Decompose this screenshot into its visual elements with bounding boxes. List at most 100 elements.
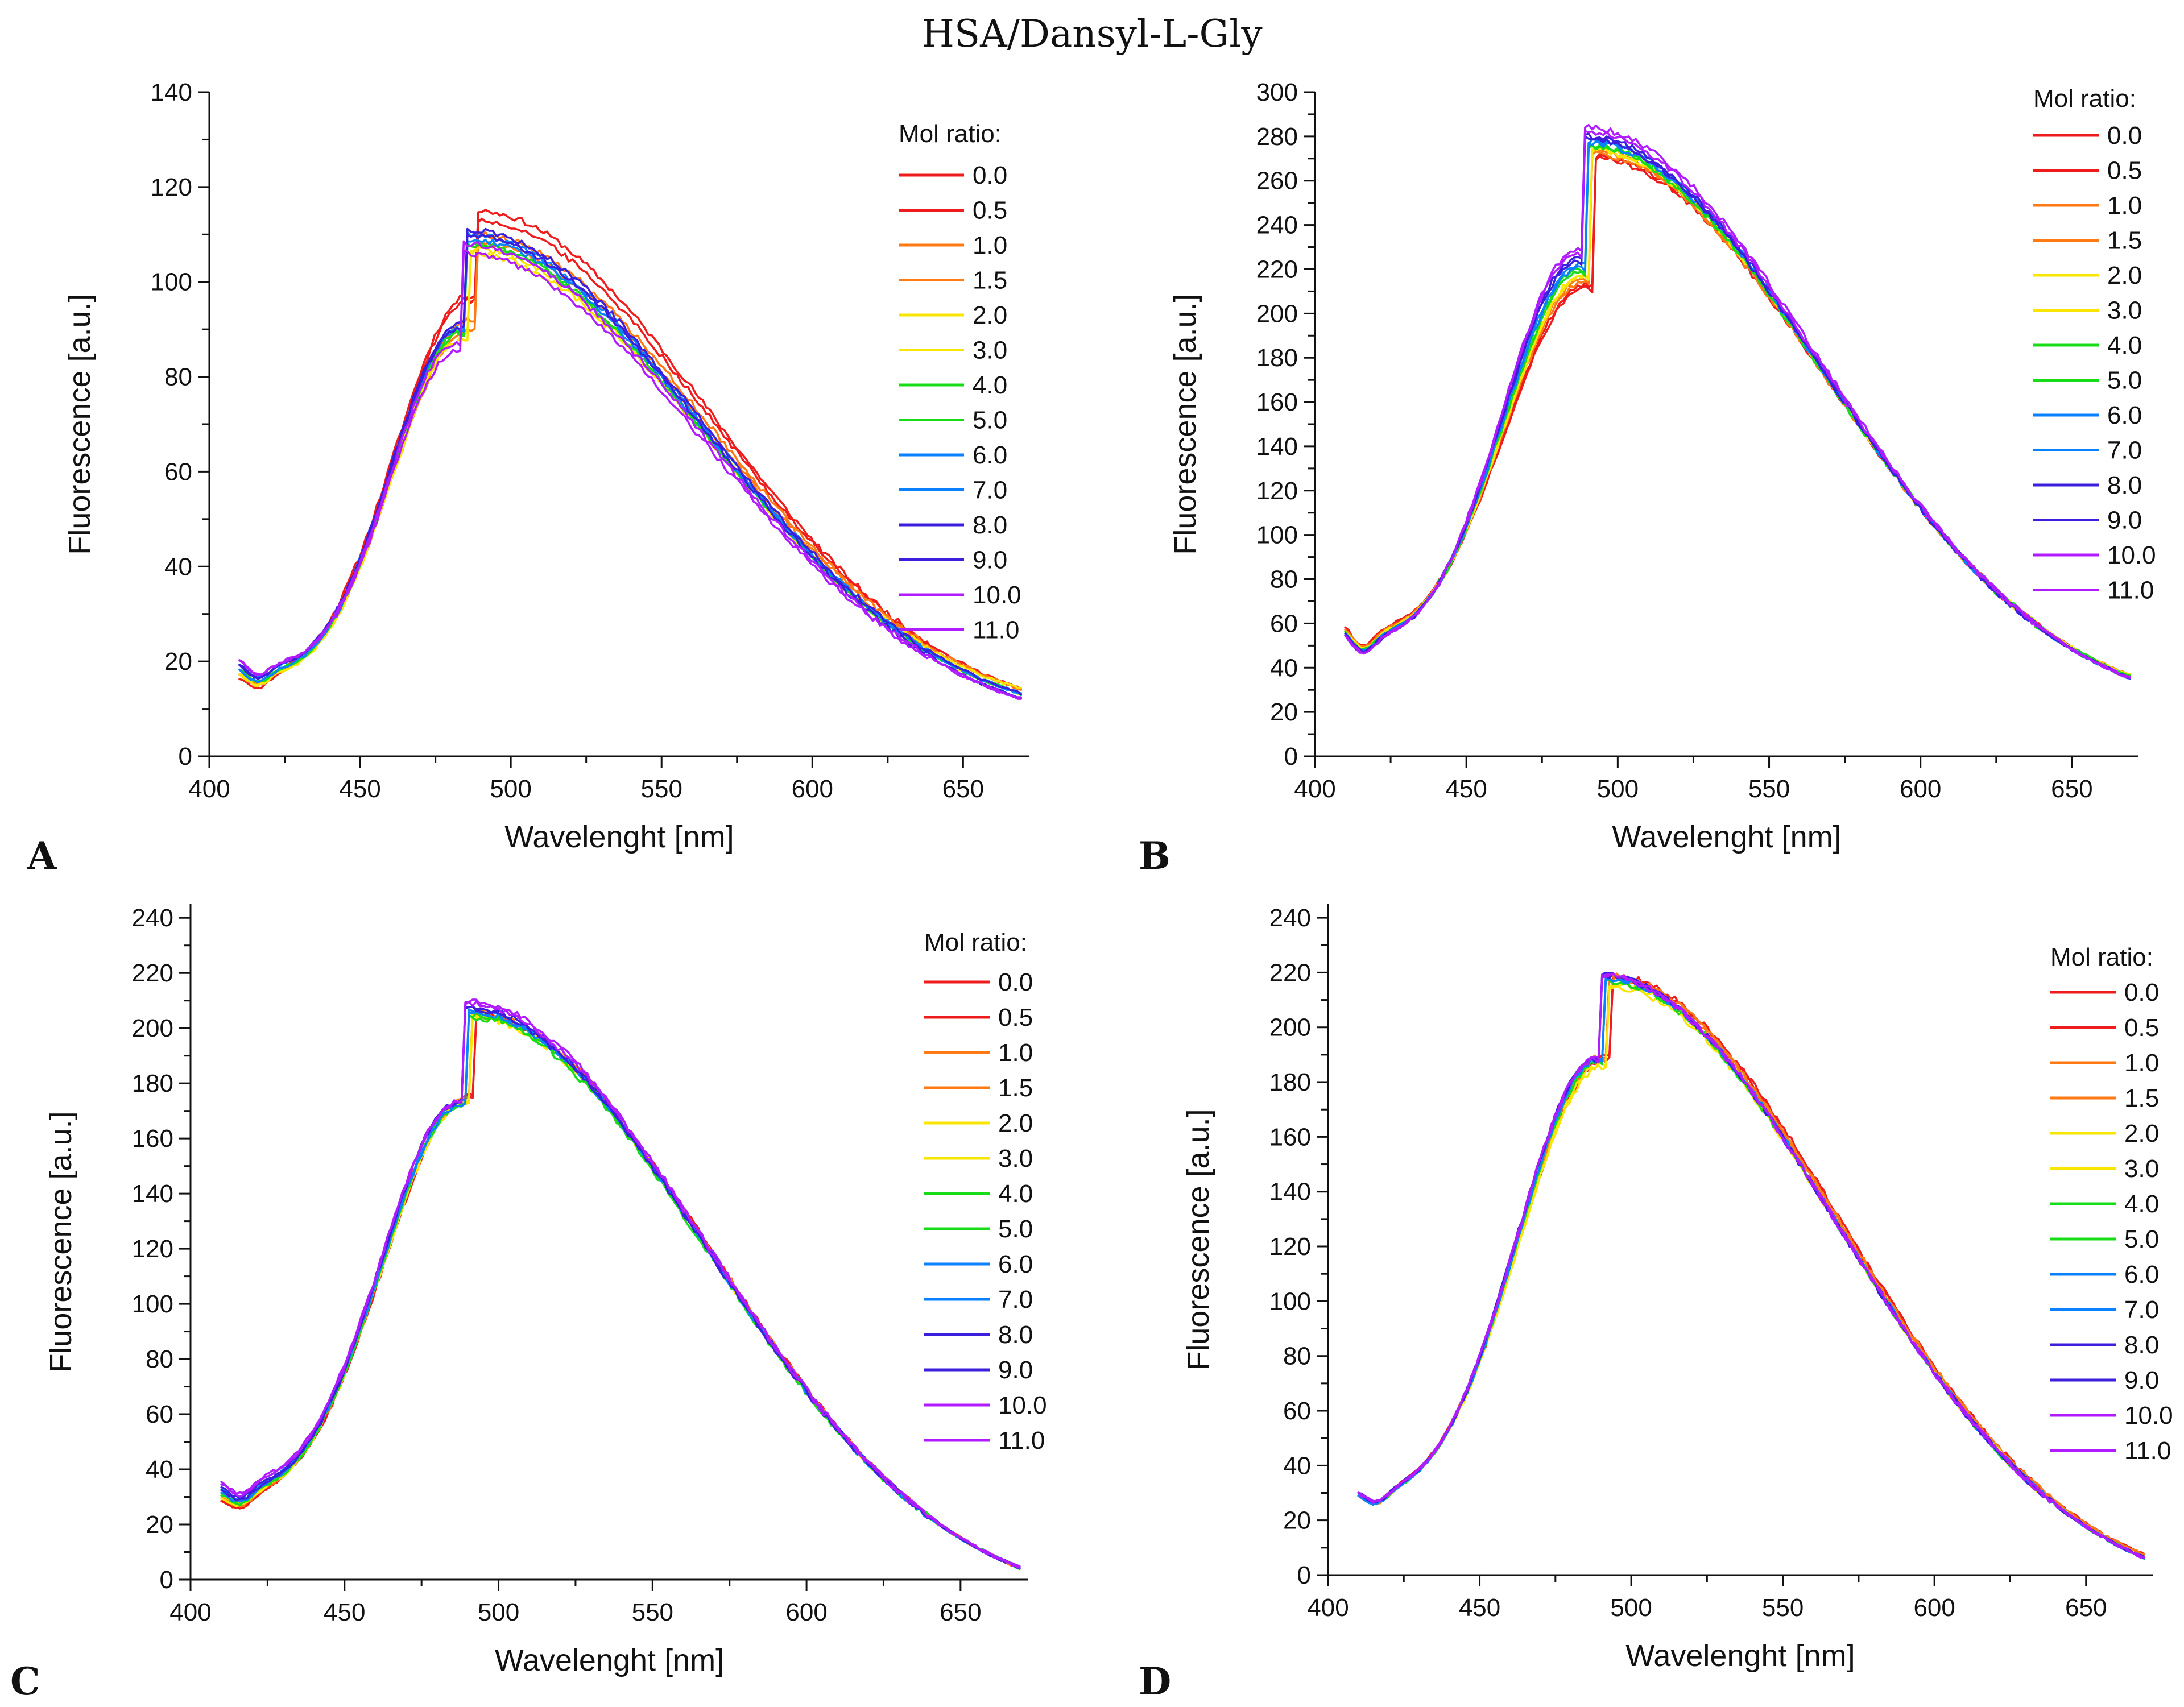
y-tick-label: 160 (1269, 1123, 1311, 1151)
y-tick-label: 40 (1283, 1452, 1311, 1480)
series-line-1.5 (1344, 149, 2131, 676)
y-tick-label: 220 (132, 959, 173, 987)
series-line-1.5 (1357, 975, 2145, 1556)
legend-label: 7.0 (2107, 437, 2142, 465)
series-line-6.0 (1344, 140, 2131, 678)
y-tick-label: 200 (1269, 1014, 1311, 1042)
x-tick-label: 450 (324, 1598, 365, 1626)
legend-label: 2.0 (2124, 1120, 2159, 1147)
legend-label: 11.0 (998, 1427, 1045, 1455)
legend-label: 8.0 (2107, 471, 2142, 499)
y-tick-label: 80 (1283, 1343, 1311, 1370)
x-tick-label: 400 (1307, 1594, 1349, 1622)
series-line-11.0 (1357, 972, 2145, 1559)
series-line-8.0 (1344, 135, 2131, 678)
y-tick-label: 80 (1270, 566, 1298, 594)
y-axis-title: Fluorescence [a.u.] (44, 1111, 78, 1372)
series-line-4.0 (220, 1014, 1021, 1571)
series-line-5.0 (220, 1012, 1021, 1569)
x-axis-title: Wavelenght [nm] (504, 820, 734, 854)
y-tick-label: 140 (1256, 433, 1298, 461)
legend-title: Mol ratio: (924, 929, 1027, 956)
legend-label: 10.0 (998, 1391, 1047, 1419)
legend-label: 10.0 (2107, 541, 2156, 569)
legend-label: 10.0 (2124, 1402, 2173, 1430)
legend-label: 1.5 (998, 1074, 1033, 1102)
legend-title: Mol ratio: (2033, 85, 2136, 113)
y-tick-label: 0 (179, 743, 192, 770)
legend-label: 1.0 (973, 231, 1007, 259)
series-line-0.0 (1357, 976, 2145, 1557)
y-tick-label: 0 (160, 1566, 173, 1594)
legend-label: 6.0 (2107, 401, 2142, 429)
series-line-3.0 (220, 1011, 1021, 1569)
series-line-1.5 (220, 1009, 1021, 1569)
legend-label: 1.0 (2124, 1049, 2159, 1077)
legend-label: 11.0 (973, 616, 1019, 644)
chart-panel-c: C 400 450 500 550 600 650 0 20 40 60 80 100 120 140 160… (10, 904, 1047, 1704)
legend-label: 4.0 (998, 1180, 1033, 1208)
series-line-3.0 (1344, 147, 2131, 676)
y-tick-label: 240 (132, 904, 173, 932)
series-line-7.0 (1344, 138, 2131, 680)
series-lines (1357, 971, 2145, 1560)
y-tick-label: 100 (1256, 521, 1298, 549)
series-lines (1344, 123, 2131, 680)
x-tick-label: 600 (1913, 1594, 1955, 1622)
legend: Mol ratio: 0.0 0.5 1.0 1.5 2.0 3.0 4.0 5.0 6.0 7.0… (924, 929, 1047, 1455)
legend-label: 0.5 (2124, 1014, 2159, 1042)
y-tick-label: 120 (132, 1235, 173, 1263)
series-line-2.0 (220, 1014, 1021, 1568)
legend-label: 0.0 (2124, 979, 2159, 1006)
x-tick-label: 400 (188, 775, 230, 803)
legend-label: 2.0 (998, 1109, 1033, 1137)
y-tick-label: 60 (1283, 1397, 1311, 1425)
chart-panel-b: B 400 450 500 550 600 650 0 20 40 60 80 100 120 140 160… (1139, 78, 2156, 878)
y-tick-label: 40 (146, 1456, 173, 1484)
legend-label: 3.0 (2107, 297, 2142, 325)
series-line-10.0 (220, 1000, 1021, 1569)
legend-label: 1.5 (973, 267, 1007, 295)
x-tick-label: 500 (1597, 775, 1639, 803)
series-line-6.0 (1357, 977, 2145, 1559)
legend-label: 9.0 (973, 546, 1007, 574)
legend-label: 5.0 (973, 407, 1007, 434)
legend-label: 0.0 (998, 968, 1033, 996)
series-line-5.0 (1344, 144, 2131, 680)
y-tick-label: 20 (1270, 698, 1298, 726)
legend-label: 2.0 (2107, 262, 2142, 289)
series-line-8.0 (1357, 972, 2145, 1558)
x-tick-label: 500 (490, 775, 531, 803)
legend-label: 0.0 (973, 161, 1007, 189)
y-tick-label: 40 (1270, 654, 1298, 682)
x-tick-label: 550 (632, 1598, 673, 1626)
legend-label: 8.0 (973, 511, 1007, 539)
legend-label: 11.0 (2124, 1437, 2171, 1465)
chart-panel-a: A 400 450 500 550 600 650 0 20 40 60 80 100 120 140 Wav… (27, 78, 1029, 878)
series-line-4.0 (1344, 144, 2131, 677)
legend-label: 4.0 (973, 371, 1007, 399)
y-tick-label: 180 (1256, 344, 1298, 372)
y-tick-label: 100 (1269, 1287, 1311, 1315)
y-tick-label: 40 (164, 553, 192, 581)
legend-label: 9.0 (998, 1356, 1033, 1384)
series-line-0.0 (220, 1012, 1021, 1568)
legend-label: 1.5 (2107, 227, 2142, 255)
legend-title: Mol ratio: (899, 120, 1002, 148)
legend-label: 1.5 (2124, 1084, 2159, 1112)
x-tick-label: 550 (641, 775, 682, 803)
y-tick-label: 200 (1256, 300, 1298, 328)
y-tick-label: 20 (1283, 1507, 1311, 1535)
series-lines (220, 998, 1021, 1571)
legend-label: 6.0 (998, 1250, 1033, 1278)
y-tick-label: 240 (1256, 212, 1298, 239)
y-tick-label: 60 (1270, 610, 1298, 637)
legend-title: Mol ratio: (2050, 943, 2153, 971)
series-line-8.0 (238, 227, 1022, 696)
legend-label: 7.0 (998, 1286, 1033, 1314)
x-tick-label: 650 (2051, 775, 2092, 803)
y-tick-label: 120 (151, 173, 192, 201)
legend-label: 9.0 (2124, 1366, 2159, 1394)
y-tick-label: 180 (132, 1070, 173, 1097)
